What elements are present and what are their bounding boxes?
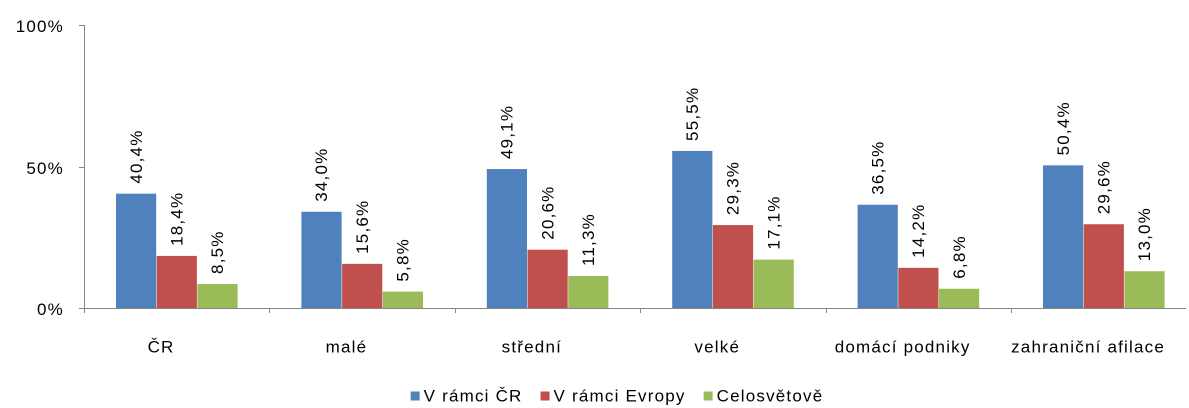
data-label-v-ramci-cr-velke: 55,5%: [683, 87, 702, 141]
bar-v-ramci-cr-stredni: [486, 169, 527, 308]
bar-celosvetove-zahranicni-afilace: [1124, 271, 1165, 308]
data-labels: 40,4% 34,0% 49,1% 55,5% 36,5% 50,4% 18,4% 15,6%…: [127, 87, 1154, 282]
legend-swatch-celosvetove: [703, 391, 713, 401]
category-labels: ČR malé střední velké domácí podniky zahranič…: [148, 338, 1165, 357]
x-tick-label-zahranicni-afilace: zahraniční afilace: [1011, 338, 1165, 357]
legend-label-celosvetove: Celosvětově: [717, 387, 824, 406]
bar-v-ramci-evropy-stredni: [527, 249, 568, 308]
data-label-v-ramci-evropy-stredni: 20,6%: [538, 185, 557, 239]
bar-v-ramci-evropy-male: [342, 263, 383, 308]
data-label-celosvetove-velke: 17,1%: [764, 195, 783, 249]
bar-v-ramci-cr-velke: [672, 150, 713, 308]
bar-v-ramci-cr-male: [301, 211, 342, 308]
legend: V rámci ČR V rámci Evropy Celosvětově: [410, 387, 824, 406]
x-axis: [84, 308, 1186, 313]
data-label-v-ramci-cr-cr: 40,4%: [127, 129, 146, 183]
data-label-celosvetove-male: 5,8%: [394, 238, 413, 282]
bar-celosvetove-male: [382, 291, 423, 308]
data-label-v-ramci-evropy-velke: 29,3%: [724, 161, 743, 215]
bar-v-ramci-cr-zahranicni-afilace: [1043, 165, 1084, 308]
data-label-v-ramci-evropy-zahranicni-afilace: 29,6%: [1095, 160, 1114, 214]
x-tick-label-cr: ČR: [148, 338, 175, 357]
data-label-v-ramci-cr-male: 34,0%: [312, 148, 331, 202]
x-tick-label-male: malé: [326, 338, 368, 357]
data-label-celosvetove-stredni: 11,3%: [579, 213, 598, 266]
legend-label-v-ramci-evropy: V rámci Evropy: [554, 387, 686, 406]
legend-swatch-v-ramci-cr: [410, 391, 420, 401]
legend-label-v-ramci-cr: V rámci ČR: [424, 387, 523, 406]
data-label-v-ramci-evropy-male: 15,6%: [353, 200, 372, 254]
bar-v-ramci-cr-cr: [116, 193, 157, 308]
x-tick-label-velke: velké: [694, 338, 740, 357]
data-label-v-ramci-cr-zahranicni-afilace: 50,4%: [1054, 101, 1073, 155]
bar-v-ramci-cr-domaci-podniky: [857, 204, 898, 308]
data-label-celosvetove-zahranicni-afilace: 13,0%: [1135, 207, 1154, 261]
bars: [116, 150, 1165, 308]
x-tick-label-stredni: střední: [502, 338, 562, 357]
y-axis: 0% 50% 100%: [16, 17, 85, 319]
legend-item-v-ramci-evropy: V rámci Evropy: [540, 387, 686, 406]
legend-swatch-v-ramci-evropy: [540, 391, 550, 401]
bar-celosvetove-stredni: [568, 276, 609, 308]
bar-v-ramci-evropy-domaci-podniky: [898, 267, 939, 308]
bar-celosvetove-cr: [197, 283, 238, 308]
y-tick-label-1: 50%: [26, 159, 64, 178]
data-label-v-ramci-cr-domaci-podniky: 36,5%: [868, 141, 887, 195]
data-label-v-ramci-evropy-cr: 18,4%: [168, 192, 187, 246]
legend-item-celosvetove: Celosvětově: [703, 387, 824, 406]
bar-celosvetove-domaci-podniky: [939, 288, 980, 308]
bar-celosvetove-velke: [753, 259, 794, 308]
y-tick-label-0: 0%: [37, 300, 64, 319]
data-label-celosvetove-domaci-podniky: 6,8%: [950, 235, 969, 279]
data-label-v-ramci-evropy-domaci-podniky: 14,2%: [909, 204, 928, 258]
data-label-celosvetove-cr: 8,5%: [208, 230, 227, 274]
data-label-v-ramci-cr-stredni: 49,1%: [498, 105, 517, 159]
bar-v-ramci-evropy-cr: [156, 255, 197, 308]
x-tick-label-domaci-podniky: domácí podniky: [835, 338, 971, 357]
bar-v-ramci-evropy-velke: [712, 225, 754, 308]
y-tick-label-2: 100%: [16, 17, 64, 36]
legend-item-v-ramci-cr: V rámci ČR: [410, 387, 523, 406]
bar-v-ramci-evropy-zahranicni-afilace: [1083, 224, 1124, 308]
